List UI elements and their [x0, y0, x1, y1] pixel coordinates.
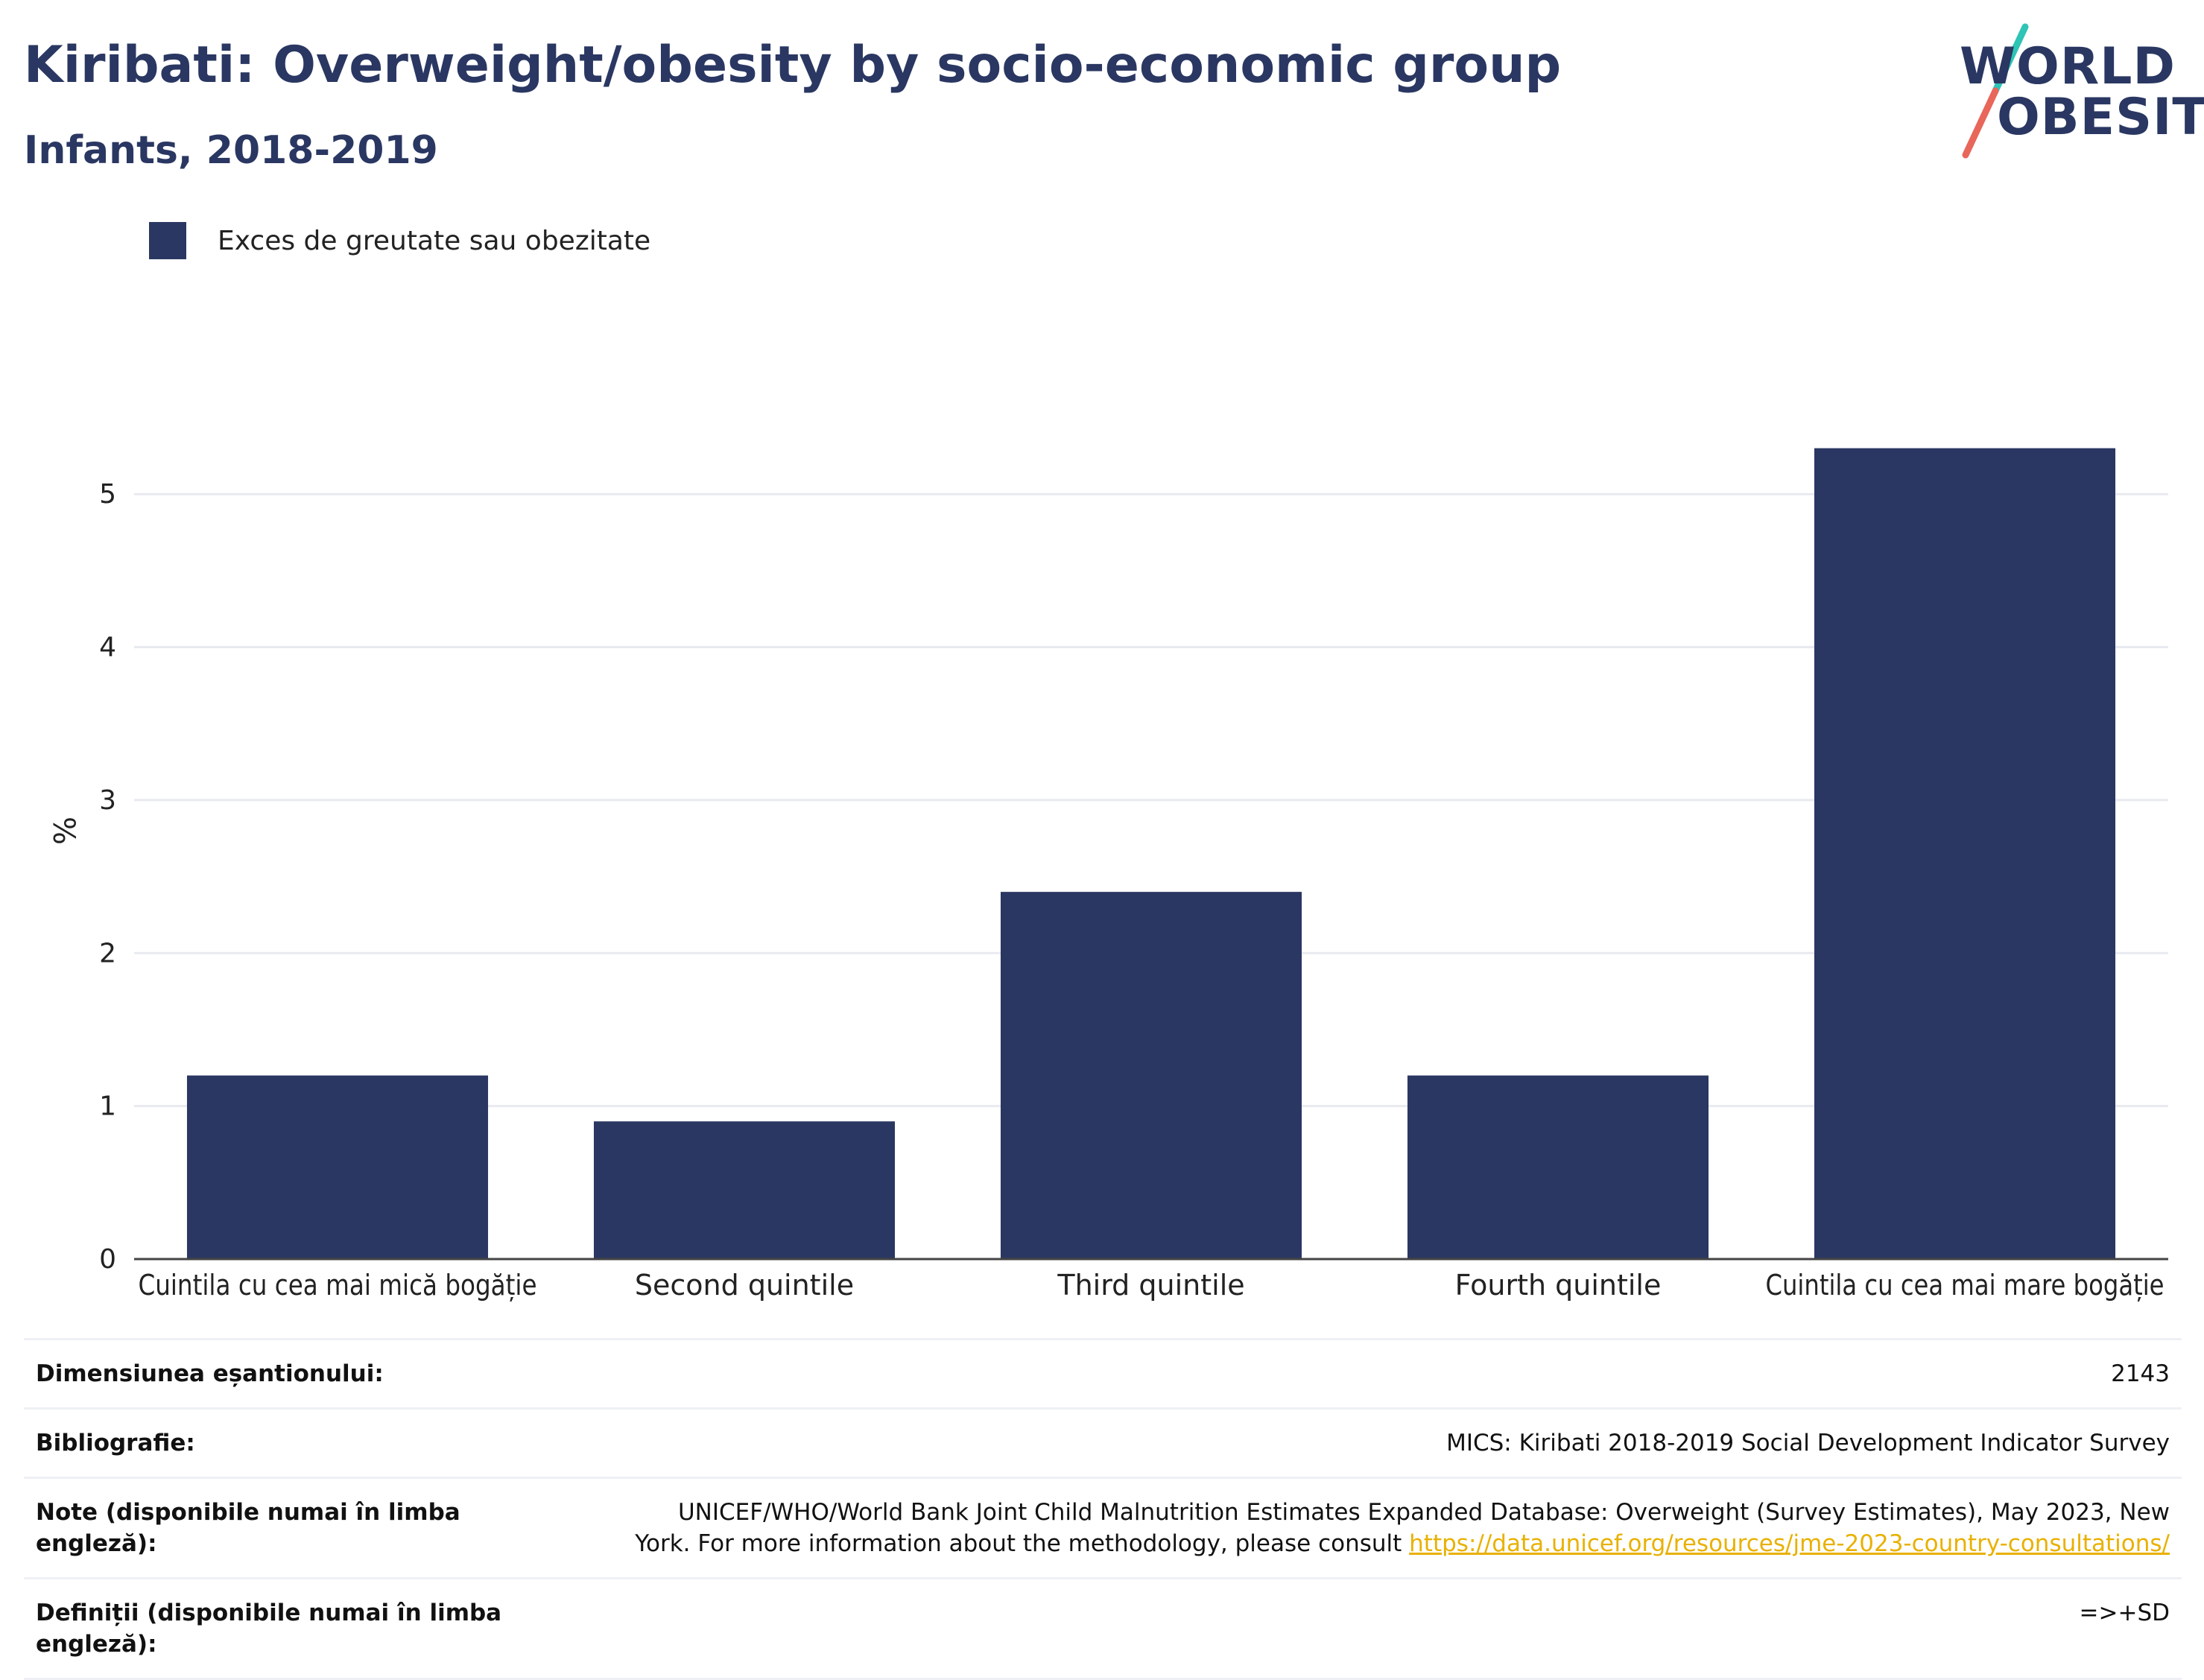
- bar: [1000, 892, 1302, 1259]
- info-key: Definiții (disponibile numai în limba en…: [36, 1600, 502, 1658]
- logo-text-obesity: OBESITY: [1997, 88, 2204, 147]
- info-table: Dimensiunea eșantionului: 2143 Bibliogra…: [24, 1338, 2182, 1680]
- bar: [593, 1121, 896, 1259]
- legend: Exces de greutate sau obezitate: [149, 222, 650, 259]
- x-tick-label: Cuintila cu cea mai mare bogăție: [1765, 1269, 2164, 1302]
- info-key: Dimensiunea eșantionului:: [36, 1360, 384, 1387]
- y-tick-label: 1: [99, 1091, 116, 1122]
- y-axis-label: %: [46, 817, 80, 845]
- info-value: =>+SD: [2079, 1600, 2170, 1626]
- methodology-link[interactable]: https://data.unicef.org/resources/jme-20…: [1409, 1530, 2170, 1557]
- x-tick-label: Third quintile: [1057, 1269, 1244, 1302]
- chart-title: Kiribati: Overweight/obesity by socio-ec…: [24, 36, 1562, 95]
- y-tick-label: 2: [99, 938, 116, 969]
- bar: [186, 1075, 489, 1259]
- info-value: UNICEF/WHO/World Bank Joint Child Malnut…: [620, 1497, 2170, 1559]
- y-tick-label: 4: [99, 633, 116, 663]
- bar: [1407, 1075, 1709, 1259]
- logo-text-world: WORLD: [1960, 37, 2176, 96]
- y-tick-label: 5: [99, 479, 116, 510]
- x-tick-label: Cuintila cu cea mai mică bogăție: [138, 1269, 536, 1302]
- bar-chart: 0 1 2 3 4 5% Cuintila cu cea mai mică bogăție S…: [46, 448, 2168, 1302]
- bar: [1814, 448, 2116, 1259]
- x-tick-label: Second quintile: [635, 1269, 854, 1302]
- info-value: 2143: [2111, 1360, 2170, 1387]
- world-obesity-logo: WORLD OBESITY: [1937, 22, 2204, 164]
- chart-subtitle: Infants, 2018-2019: [24, 128, 438, 173]
- info-key: Note (disponibile numai în limba engleză…: [36, 1499, 460, 1557]
- info-value: MICS: Kiribati 2018-2019 Social Developm…: [1446, 1430, 2170, 1456]
- legend-label: Exces de greutate sau obezitate: [218, 225, 651, 256]
- info-key: Bibliografie:: [36, 1430, 195, 1456]
- info-row-notes: Note (disponibile numai în limba engleză…: [24, 1477, 2182, 1577]
- x-tick-label: Fourth quintile: [1455, 1269, 1662, 1302]
- notes-text: UNICEF/WHO/World Bank Joint Child Malnut…: [635, 1499, 2170, 1557]
- legend-swatch: [149, 222, 186, 259]
- y-tick-label: 0: [99, 1244, 116, 1275]
- info-row-sample-size: Dimensiunea eșantionului: 2143: [24, 1338, 2182, 1407]
- info-row-bibliography: Bibliografie: MICS: Kiribati 2018-2019 S…: [24, 1407, 2182, 1477]
- info-row-definitions: Definiții (disponibile numai în limba en…: [24, 1577, 2182, 1680]
- logo-slash-icon: [1962, 23, 2029, 159]
- y-tick-label: 3: [99, 785, 116, 816]
